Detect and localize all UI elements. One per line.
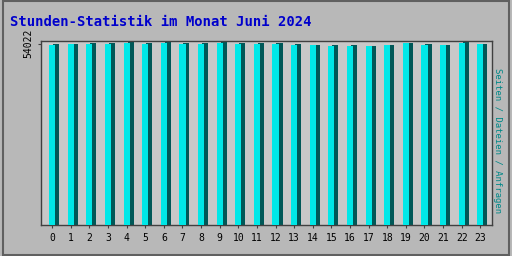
Bar (202, 43, 208, 225)
Bar (258, 43, 264, 225)
Bar (351, 45, 357, 225)
Bar (463, 42, 469, 225)
Bar (481, 44, 487, 225)
Bar (68, 44, 74, 225)
Bar (272, 44, 279, 225)
Bar (165, 42, 171, 225)
Bar (127, 41, 134, 225)
Bar (421, 45, 428, 225)
Bar (198, 44, 204, 225)
Bar (235, 44, 241, 225)
Bar (310, 45, 316, 225)
Bar (347, 46, 353, 225)
Bar (407, 42, 413, 225)
Bar (146, 43, 152, 225)
Bar (295, 44, 301, 225)
Bar (123, 43, 130, 225)
Text: Seiten / Dateien / Anfragen: Seiten / Dateien / Anfragen (493, 68, 502, 213)
Bar (161, 43, 167, 225)
Bar (370, 46, 376, 225)
Bar (440, 45, 446, 225)
Bar (239, 43, 245, 225)
Bar (388, 45, 394, 225)
Bar (328, 46, 334, 225)
Bar (90, 43, 96, 225)
Bar (366, 47, 372, 225)
Bar (459, 43, 465, 225)
Bar (49, 45, 55, 225)
Bar (217, 43, 223, 225)
Bar (179, 44, 185, 225)
Bar (254, 44, 260, 225)
Bar (332, 45, 338, 225)
Bar (87, 44, 93, 225)
Bar (403, 43, 409, 225)
Bar (221, 42, 227, 225)
Bar (142, 44, 148, 225)
Bar (183, 43, 189, 225)
Bar (477, 44, 483, 225)
Bar (105, 44, 111, 225)
Bar (291, 45, 297, 225)
Bar (384, 45, 390, 225)
Bar (72, 44, 78, 225)
Bar (314, 45, 320, 225)
Bar (425, 44, 432, 225)
Bar (53, 44, 59, 225)
Bar (109, 43, 115, 225)
Bar (276, 43, 283, 225)
Bar (444, 45, 450, 225)
Text: Stunden-Statistik im Monat Juni 2024: Stunden-Statistik im Monat Juni 2024 (10, 15, 312, 29)
